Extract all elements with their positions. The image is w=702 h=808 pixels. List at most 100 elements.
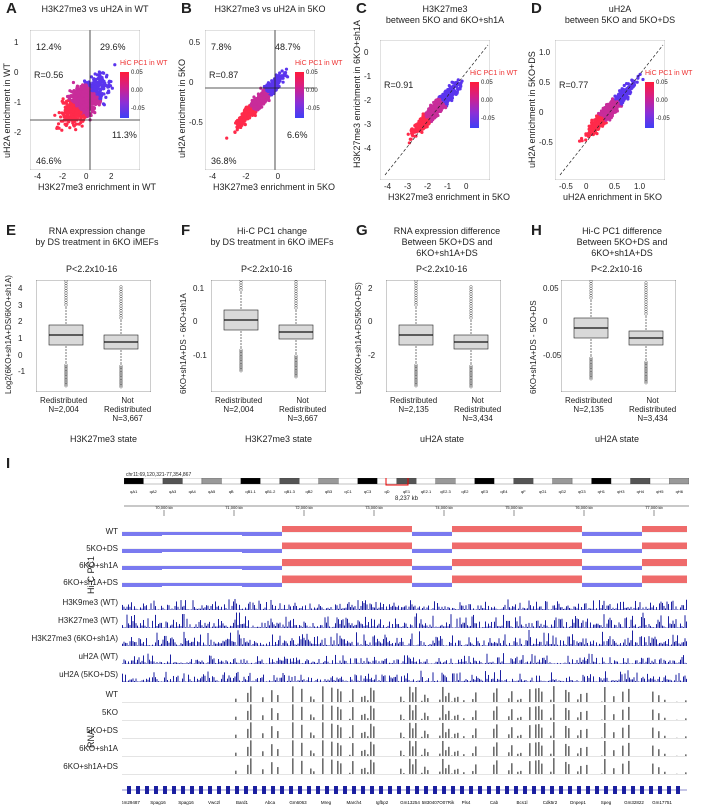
scatter-point: [621, 98, 624, 101]
scatter-point: [66, 111, 69, 114]
scatter-point: [58, 111, 61, 114]
chromosome-band[interactable]: [143, 478, 162, 484]
chromosome-band[interactable]: [514, 478, 533, 484]
scatter-point: [425, 115, 428, 118]
chromosome-band[interactable]: [611, 478, 630, 484]
chromosome-band[interactable]: [202, 478, 221, 484]
band-label: qH4: [637, 489, 645, 494]
x-tick-label: 0: [276, 172, 280, 181]
quadrant-label: 29.6%: [100, 42, 126, 52]
track-label: WT: [0, 527, 118, 536]
rna-track: [122, 704, 687, 721]
scatter-point: [457, 78, 460, 81]
track-label: WT: [0, 690, 118, 699]
scatter-point: [79, 121, 82, 124]
track-label: 5KO: [0, 708, 118, 717]
chromosome-band[interactable]: [163, 478, 182, 484]
chromosome-band[interactable]: [592, 478, 611, 484]
y-tick-label: 0.05: [543, 284, 559, 293]
scatter-point: [443, 100, 446, 103]
chromosome-band[interactable]: [631, 478, 650, 484]
scatter-point: [86, 86, 89, 89]
x-tick-label: 0.5: [609, 182, 620, 191]
legend-tick: -0.05: [481, 116, 495, 122]
y-tick-label: -2: [364, 96, 371, 105]
chromosome-band[interactable]: [280, 478, 299, 484]
chromosome-band[interactable]: [124, 478, 143, 484]
x-tick-label: -3: [404, 182, 411, 191]
scatter-point: [243, 109, 246, 112]
legend-tick: 0.05: [306, 70, 318, 76]
chromosome-band[interactable]: [221, 478, 240, 484]
scatter-point: [241, 113, 244, 116]
rna-track: [122, 758, 687, 775]
y-axis-label: 6KO+sh1A+DS - 6KO+sh1A: [179, 293, 188, 394]
scatter-point: [258, 103, 261, 106]
scatter-point: [70, 107, 73, 110]
chromosome-band[interactable]: [416, 478, 435, 484]
scatter-point: [72, 116, 75, 119]
x-axis-label: H3K27me3 enrichment in WT: [38, 182, 156, 192]
y-tick-label: -4: [364, 144, 371, 153]
legend-title: HiC PC1 in WT: [295, 60, 342, 67]
x-tick-label: -0.5: [559, 182, 573, 191]
scatter-point: [225, 136, 228, 139]
scatter-point: [578, 140, 581, 143]
chromosome-band[interactable]: [358, 478, 377, 484]
scatter-point: [101, 71, 104, 74]
rna-track: [122, 722, 687, 739]
chromosome-band[interactable]: [455, 478, 474, 484]
scatter-point: [285, 74, 288, 77]
scatter-point: [419, 122, 422, 125]
chromosome-band[interactable]: [533, 478, 552, 484]
scatter-point: [590, 129, 593, 132]
chromosome-band[interactable]: [377, 478, 396, 484]
chromosome-band[interactable]: [338, 478, 357, 484]
chromosome-band[interactable]: [650, 478, 669, 484]
chromosome-band[interactable]: [670, 478, 689, 484]
chromosome-band[interactable]: [436, 478, 455, 484]
scatter-point: [250, 104, 253, 107]
chromosome-band[interactable]: [241, 478, 260, 484]
scatter-point: [85, 111, 88, 114]
chromosome-band[interactable]: [260, 478, 279, 484]
x-tick-label: -2: [242, 172, 249, 181]
chromosome-band[interactable]: [475, 478, 494, 484]
scatter-point: [595, 114, 598, 117]
band-label: qA4: [189, 489, 197, 494]
chromosome-band[interactable]: [182, 478, 201, 484]
gene-label: Abca: [265, 800, 276, 805]
y-tick-label: 0: [189, 78, 193, 87]
scatter-point: [628, 89, 631, 92]
scatter-point: [419, 119, 422, 122]
y-tick-label: 2: [18, 317, 22, 326]
scatter-point: [626, 97, 629, 100]
scatter-point: [113, 63, 116, 66]
panel-letter: G: [356, 222, 368, 239]
coord-label: 73,000 kb: [365, 505, 383, 510]
chromosome-band[interactable]: [494, 478, 513, 484]
scatter-point: [66, 95, 69, 98]
chromosome-band[interactable]: [397, 478, 416, 484]
chromosome-band[interactable]: [572, 478, 591, 484]
chromosome-band[interactable]: [319, 478, 338, 484]
box-not-redistributed: [629, 282, 663, 385]
scatter-point: [104, 96, 107, 99]
scatter-point: [264, 99, 267, 102]
scatter-point: [233, 131, 236, 134]
band-label: qA1: [130, 489, 138, 494]
scatter-point: [78, 96, 81, 99]
legend-tick: 0.00: [131, 88, 143, 94]
chromosome-band[interactable]: [553, 478, 572, 484]
chromosome-band[interactable]: [299, 478, 318, 484]
track-label: 5KO+DS: [0, 544, 118, 553]
legend-tick: -0.05: [131, 106, 145, 112]
scatter-point: [456, 92, 459, 95]
band-label: qE2.3: [440, 489, 451, 494]
scatter-point: [605, 116, 608, 119]
scatter-point: [93, 85, 96, 88]
scatter-point: [285, 68, 288, 71]
track-label: 5KO+DS: [0, 726, 118, 735]
y-tick-label: 4: [18, 284, 22, 293]
